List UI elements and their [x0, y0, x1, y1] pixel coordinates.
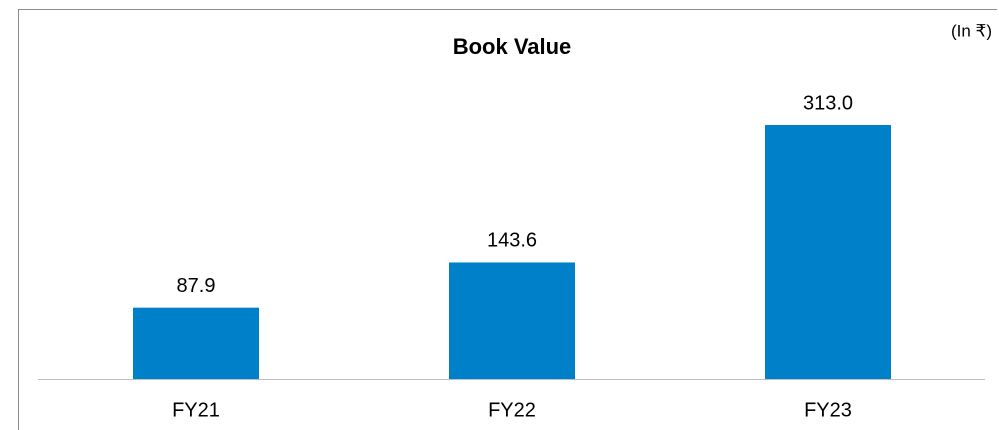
- unit-note: (In ₹): [951, 21, 992, 40]
- bar: [133, 307, 259, 379]
- value-label: 143.6: [487, 230, 537, 252]
- chart-title: Book Value: [453, 34, 572, 59]
- x-tick-label: FY22: [488, 399, 536, 421]
- x-tick-label: FY21: [172, 399, 220, 421]
- frame: [18, 9, 997, 430]
- bar: [449, 262, 575, 379]
- value-label: 87.9: [177, 275, 216, 297]
- value-label: 313.0: [803, 92, 853, 114]
- x-tick-label: FY23: [804, 399, 852, 421]
- bar: [765, 125, 891, 379]
